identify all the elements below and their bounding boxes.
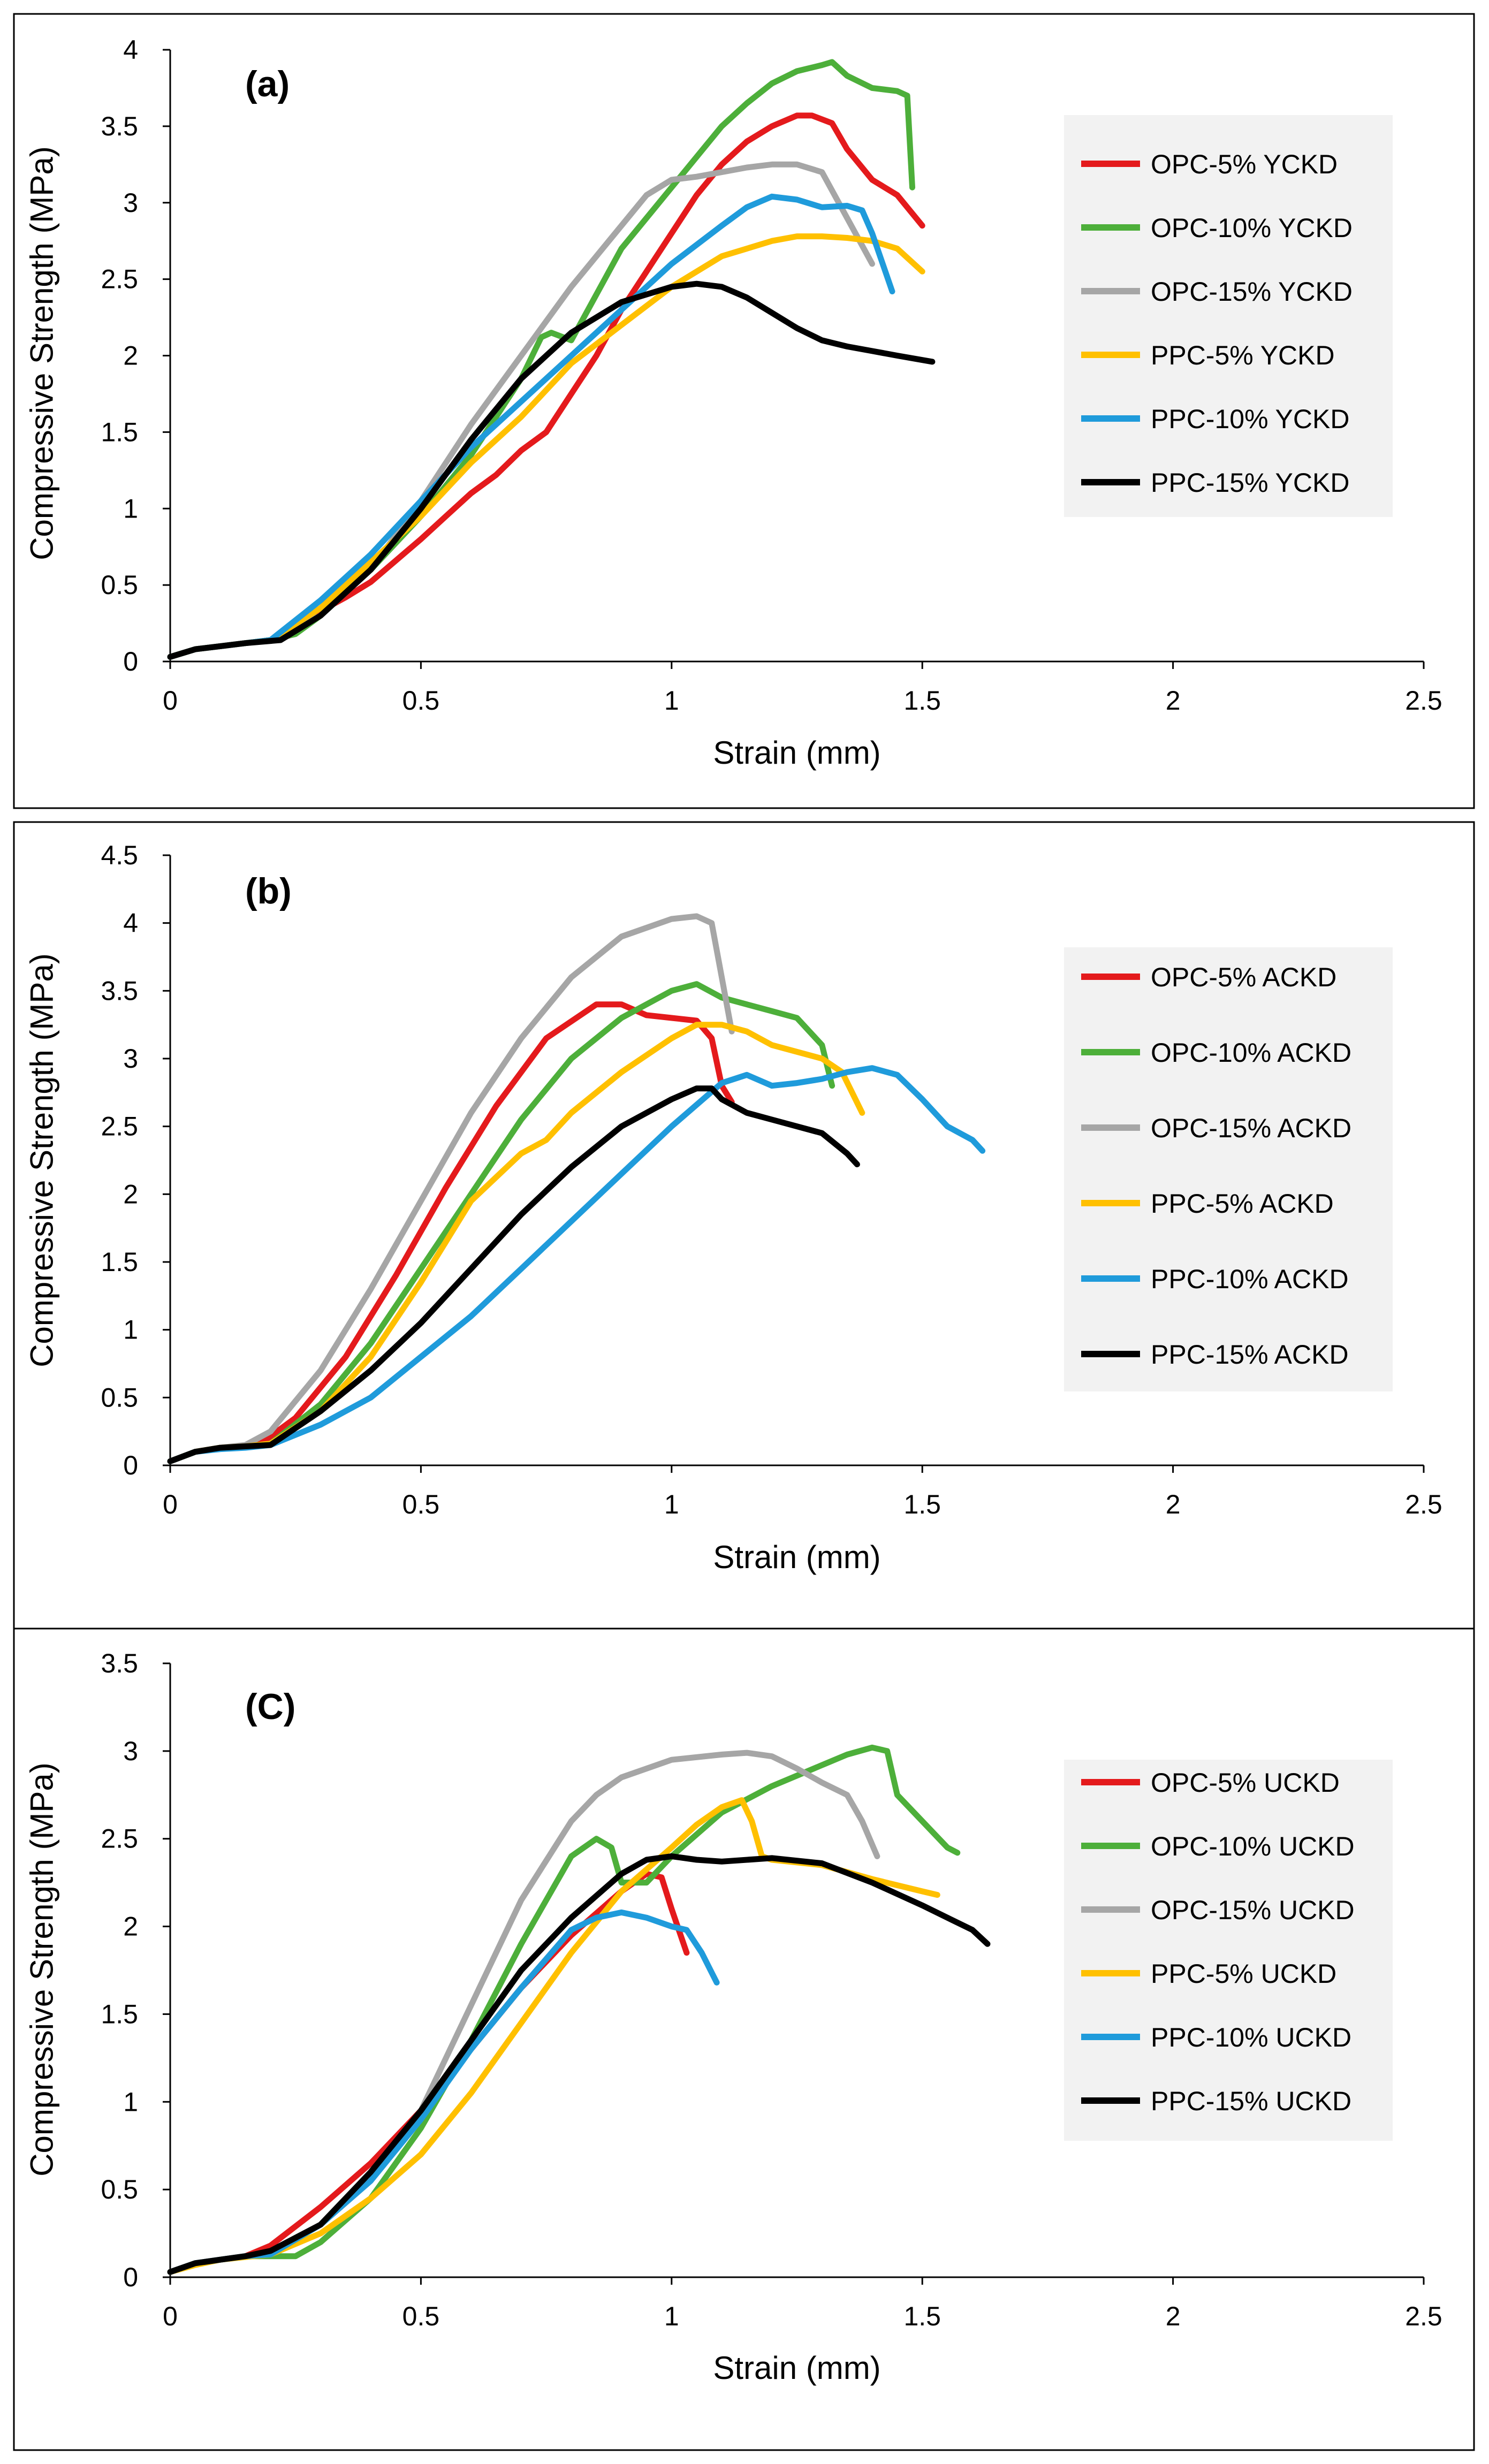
y-tick-label: 1.5 [101,1247,138,1277]
y-tick-label: 1.5 [101,417,138,447]
panel-frame [13,13,1475,809]
legend-label: OPC-5% ACKD [1151,962,1336,992]
y-axis-label: Compressive Strength (MPa) [24,1762,60,2177]
legend-label: OPC-15% ACKD [1151,1113,1351,1143]
legend-label: PPC-15% YCKD [1151,468,1349,498]
chart-panel-1: 0 0.5 1 1.5 2 2.5 3 3.5 4 0 0.5 1 1.5 2 2.5 Strain (mm)… [13,13,1475,809]
y-tick-label: 1.5 [101,1999,138,2029]
y-tick-label: 2.5 [101,1824,138,1854]
x-tick-label: 2 [1166,1489,1181,1519]
y-tick-label: 0 [123,1450,138,1480]
y-tick-label: 3 [123,188,138,218]
legend-label: OPC-10% ACKD [1151,1038,1351,1068]
y-tick-label: 3.5 [101,976,138,1006]
y-tick-label: 2 [123,341,138,371]
y-tick-label: 3 [123,1044,138,1074]
y-tick-label: 0 [123,647,138,676]
legend-box [1064,947,1393,1391]
legend-label: PPC-15% ACKD [1151,1340,1349,1370]
x-tick-label: 2 [1166,686,1181,716]
y-tick-label: 0.5 [101,1382,138,1412]
legend-label: OPC-15% YCKD [1151,277,1353,307]
chart-panel-2: 0 0.5 1 1.5 2 2.5 3 3.5 4 4.5 0 0.5 1 1.5 2 2.5 Strain (… [13,821,1475,1630]
y-tick-label: 4.5 [101,840,138,870]
y-tick-label: 0.5 [101,2174,138,2204]
series-line-opc-10-uckd [167,1744,961,2275]
panel-frame [13,1628,1475,2451]
y-tick-label: 1 [123,493,138,523]
panel-label: (C) [245,1686,295,1727]
x-tick-label: 1 [664,1489,679,1519]
x-tick-label: 0.5 [402,686,440,716]
x-tick-label: 1 [664,686,679,716]
x-tick-label: 1.5 [903,686,941,716]
y-tick-label: 2.5 [101,1112,138,1142]
legend-label: OPC-15% UCKD [1151,1895,1355,1925]
y-tick-label: 2 [123,1179,138,1209]
y-tick-label: 4 [123,908,138,938]
x-tick-label: 0 [163,1489,178,1519]
x-tick-label: 1.5 [903,2301,941,2331]
legend-label: PPC-5% ACKD [1151,1189,1334,1219]
x-tick-label: 0.5 [402,2301,440,2331]
legend-label: OPC-10% YCKD [1151,213,1353,243]
y-axis-label: Compressive Strength (MPa) [24,953,60,1367]
legend-label: PPC-10% YCKD [1151,404,1349,434]
series-line-ppc-15-yckd [167,280,936,660]
x-axis-label: Strain (mm) [713,735,880,771]
y-tick-label: 1 [123,2087,138,2117]
panel-label: (b) [245,871,292,911]
legend-label: PPC-15% UCKD [1151,2086,1351,2116]
x-tick-label: 2.5 [1405,1489,1442,1519]
legend-box [1064,1760,1393,2141]
y-tick-label: 2 [123,1912,138,1942]
legend-box [1064,115,1393,517]
x-tick-label: 0 [163,2301,178,2331]
y-tick-label: 3.5 [101,1648,138,1678]
x-tick-label: 0.5 [402,1489,440,1519]
y-tick-label: 2.5 [101,264,138,294]
legend-label: PPC-5% YCKD [1151,340,1335,370]
x-tick-label: 1.5 [903,1489,941,1519]
legend-label: OPC-10% UCKD [1151,1831,1355,1861]
x-axis-label: Strain (mm) [713,2350,880,2386]
y-axis-label: Compressive Strength (MPa) [24,146,60,560]
legend-label: PPC-10% ACKD [1151,1264,1349,1294]
x-tick-label: 1 [664,2301,679,2331]
chart-panel-3: 0 0.5 1 1.5 2 2.5 3 3.5 0 0.5 1 1.5 2 2.5 Strain (mm) C… [13,1628,1475,2451]
y-tick-label: 3 [123,1736,138,1766]
chart-panels: 0 0.5 1 1.5 2 2.5 3 3.5 4 0 0.5 1 1.5 2 2.5 Strain (mm)… [13,13,1475,2451]
series-line-ppc-15-uckd [167,1853,991,2275]
legend-label: OPC-5% YCKD [1151,149,1338,179]
legend-label: OPC-5% UCKD [1151,1768,1340,1798]
series-line-ppc-15-ackd [167,1085,860,1464]
x-tick-label: 0 [163,686,178,716]
x-tick-label: 2.5 [1405,686,1442,716]
y-tick-label: 0.5 [101,570,138,600]
y-tick-label: 3.5 [101,111,138,141]
y-tick-label: 4 [123,35,138,65]
x-tick-label: 2 [1166,2301,1181,2331]
y-tick-label: 1 [123,1315,138,1345]
legend-label: PPC-5% UCKD [1151,1959,1336,1989]
x-tick-label: 2.5 [1405,2301,1442,2331]
legend-label: PPC-10% UCKD [1151,2022,1351,2052]
y-tick-label: 0 [123,2262,138,2292]
x-axis-label: Strain (mm) [713,1539,880,1575]
panel-label: (a) [245,64,290,104]
